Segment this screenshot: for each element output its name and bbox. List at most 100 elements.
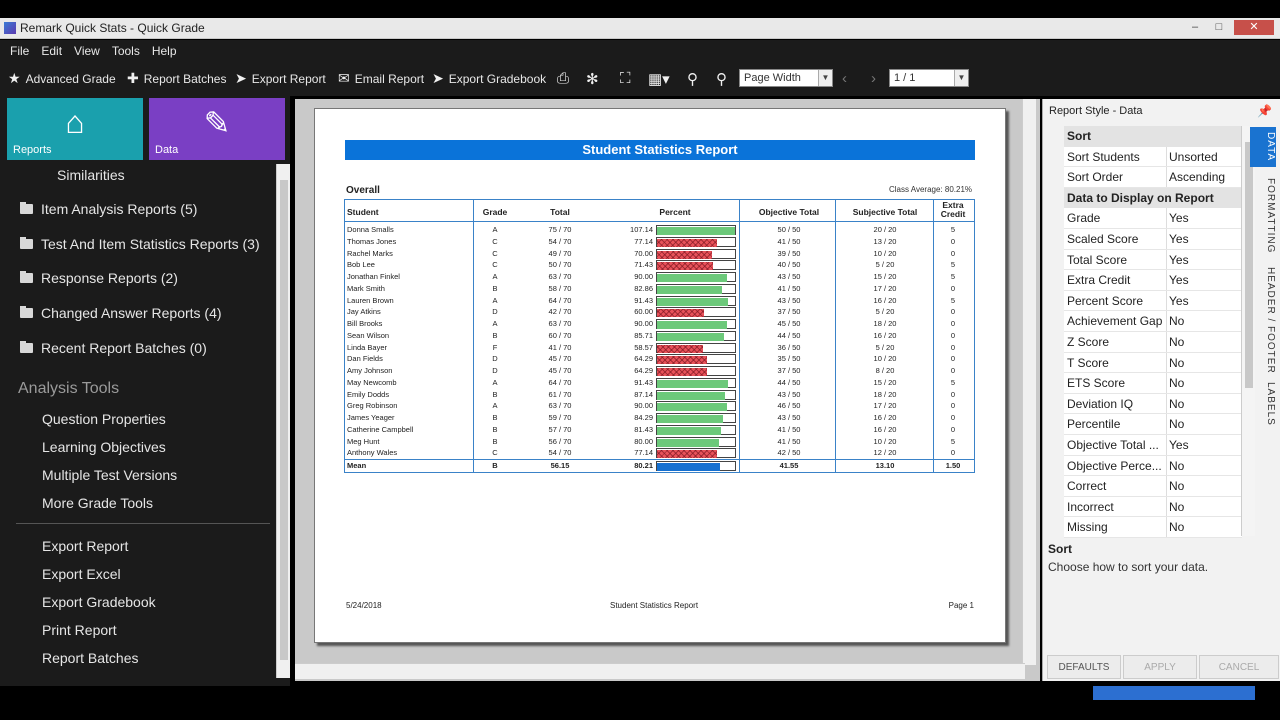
export-report-button[interactable]: ➤ Export Report: [235, 70, 326, 87]
apply-button[interactable]: APPLY: [1123, 655, 1197, 679]
property-value[interactable]: Yes: [1169, 211, 1189, 226]
minimize-icon[interactable]: –: [1191, 21, 1199, 33]
pin-icon[interactable]: 📌: [1257, 104, 1272, 118]
property-row[interactable]: Objective Perce... No: [1064, 455, 1242, 477]
add-document-icon: ✚: [127, 70, 139, 86]
menu-view[interactable]: View: [74, 44, 100, 58]
property-value[interactable]: No: [1169, 314, 1185, 329]
property-value[interactable]: No: [1169, 396, 1185, 411]
tab-formatting[interactable]: FORMATTING: [1265, 178, 1276, 254]
property-value[interactable]: Yes: [1169, 438, 1189, 452]
sidebar-folder-item-analysis[interactable]: Item Analysis Reports (5): [20, 201, 197, 217]
property-value[interactable]: No: [1169, 376, 1185, 391]
property-row[interactable]: Deviation IQ No: [1064, 393, 1242, 415]
sidebar-item-learning-objectives[interactable]: Learning Objectives: [42, 439, 166, 455]
cancel-button[interactable]: CANCEL: [1199, 655, 1279, 679]
property-row[interactable]: Percent Score Yes: [1064, 290, 1242, 312]
property-row[interactable]: Grade Yes: [1064, 208, 1242, 229]
property-value[interactable]: No: [1169, 335, 1185, 349]
property-row[interactable]: Sort Students Unsorted: [1064, 146, 1242, 168]
property-row[interactable]: Percentile No: [1064, 414, 1242, 435]
property-row[interactable]: Achievement Gap No: [1064, 311, 1242, 332]
property-value[interactable]: Yes: [1169, 273, 1189, 288]
cell-total: 63 / 70: [548, 401, 572, 411]
email-report-button[interactable]: ✉ Email Report: [338, 70, 424, 87]
property-row[interactable]: Incorrect No: [1064, 496, 1242, 518]
sidebar-item-export-excel[interactable]: Export Excel: [42, 566, 121, 582]
cell-grade: A: [492, 319, 498, 328]
property-value[interactable]: No: [1169, 417, 1185, 432]
tab-data[interactable]: DATA: [1250, 127, 1276, 167]
property-row[interactable]: Correct No: [1064, 476, 1242, 497]
property-value[interactable]: Unsorted: [1169, 149, 1218, 164]
property-row[interactable]: Extra Credit Yes: [1064, 270, 1242, 291]
sidebar-folder-test-item-statistics[interactable]: Test And Item Statistics Reports (3): [20, 236, 260, 252]
property-value[interactable]: Yes: [1169, 293, 1189, 308]
grid-view-icon[interactable]: ▦▾: [648, 71, 670, 88]
scroll-thumb[interactable]: [1245, 142, 1253, 388]
percent-bar-fill: [657, 262, 713, 271]
property-row[interactable]: ETS Score No: [1064, 373, 1242, 394]
property-row[interactable]: Total Score Yes: [1064, 249, 1242, 271]
menu-edit[interactable]: Edit: [41, 44, 63, 58]
property-value[interactable]: Ascending: [1169, 170, 1226, 185]
property-row[interactable]: T Score No: [1064, 352, 1242, 374]
aperture-icon[interactable]: ✻: [586, 71, 599, 88]
canvas-horizontal-scrollbar[interactable]: [295, 663, 1025, 679]
report-batches-button[interactable]: ✚ Report Batches: [127, 70, 226, 87]
menu-help[interactable]: Help: [151, 44, 177, 58]
sidebar-item-report-batches[interactable]: Report Batches: [42, 650, 139, 666]
reports-tile[interactable]: ⌂ Reports: [7, 98, 143, 160]
sidebar-scrollbar[interactable]: [276, 164, 290, 678]
cell-percent: 80.21: [634, 461, 653, 470]
cell-objective: 41 / 50: [777, 236, 801, 246]
property-row[interactable]: Z Score No: [1064, 332, 1242, 353]
tab-labels[interactable]: LABELS: [1265, 382, 1276, 426]
property-row[interactable]: Objective Total ... Yes: [1064, 435, 1242, 456]
sidebar-item-more-grade-tools[interactable]: More Grade Tools: [42, 495, 154, 511]
data-tile[interactable]: ✎ Data: [149, 98, 285, 160]
scroll-thumb[interactable]: [280, 180, 288, 660]
zoom-select[interactable]: Page Width ▼: [739, 69, 833, 87]
fullscreen-icon[interactable]: ⛶: [620, 70, 631, 87]
property-row[interactable]: Missing No: [1064, 517, 1242, 538]
property-scrollbar[interactable]: [1241, 126, 1255, 536]
menu-file[interactable]: File: [10, 44, 30, 58]
sidebar-item-similarities[interactable]: Similarities: [57, 167, 125, 183]
advanced-grade-button[interactable]: ★ Advanced Grade: [8, 70, 116, 87]
cell-student: Greg Robinson: [347, 401, 398, 411]
canvas-scrollbar[interactable]: [1022, 99, 1036, 665]
sidebar-item-export-report[interactable]: Export Report: [42, 538, 129, 554]
property-value[interactable]: No: [1169, 499, 1185, 514]
cell-percent: 80.00: [634, 436, 653, 446]
print-icon[interactable]: ⎙: [557, 70, 570, 87]
property-row[interactable]: Sort Order Ascending: [1064, 167, 1242, 188]
zoom-out-icon[interactable]: ⚲: [716, 71, 727, 88]
prev-page-icon[interactable]: ‹: [842, 70, 847, 87]
menu-tools[interactable]: Tools: [111, 44, 140, 58]
close-icon[interactable]: ✕: [1234, 20, 1274, 35]
sidebar-item-multiple-test-versions[interactable]: Multiple Test Versions: [42, 467, 178, 483]
sidebar-item-export-gradebook[interactable]: Export Gradebook: [42, 594, 156, 610]
sidebar-item-print-report[interactable]: Print Report: [42, 622, 117, 638]
sidebar-folder-recent-batches[interactable]: Recent Report Batches (0): [20, 340, 207, 356]
page-select[interactable]: 1 / 1 ▼: [889, 69, 969, 87]
property-value[interactable]: Yes: [1169, 252, 1189, 267]
table-row: Lauren Brown A 64 / 70 91.43 43 / 50 16 / 20 5: [345, 295, 974, 307]
tab-header-footer[interactable]: HEADER / FOOTER: [1265, 266, 1276, 374]
sidebar-folder-response-reports[interactable]: Response Reports (2): [20, 270, 178, 286]
property-value[interactable]: No: [1169, 479, 1185, 494]
next-page-icon[interactable]: ›: [871, 70, 876, 87]
zoom-in-icon[interactable]: ⚲: [687, 71, 698, 88]
defaults-button[interactable]: DEFAULTS: [1047, 655, 1121, 679]
export-gradebook-button[interactable]: ➤ Export Gradebook: [432, 70, 546, 87]
property-value[interactable]: Yes: [1169, 232, 1189, 246]
property-divider: [1166, 290, 1167, 311]
sidebar-item-question-properties[interactable]: Question Properties: [42, 411, 166, 427]
property-value[interactable]: No: [1169, 520, 1185, 535]
property-value[interactable]: No: [1169, 458, 1185, 473]
maximize-icon[interactable]: □: [1215, 21, 1223, 33]
property-row[interactable]: Scaled Score Yes: [1064, 229, 1242, 250]
property-value[interactable]: No: [1169, 355, 1185, 370]
sidebar-folder-changed-answer[interactable]: Changed Answer Reports (4): [20, 305, 222, 321]
